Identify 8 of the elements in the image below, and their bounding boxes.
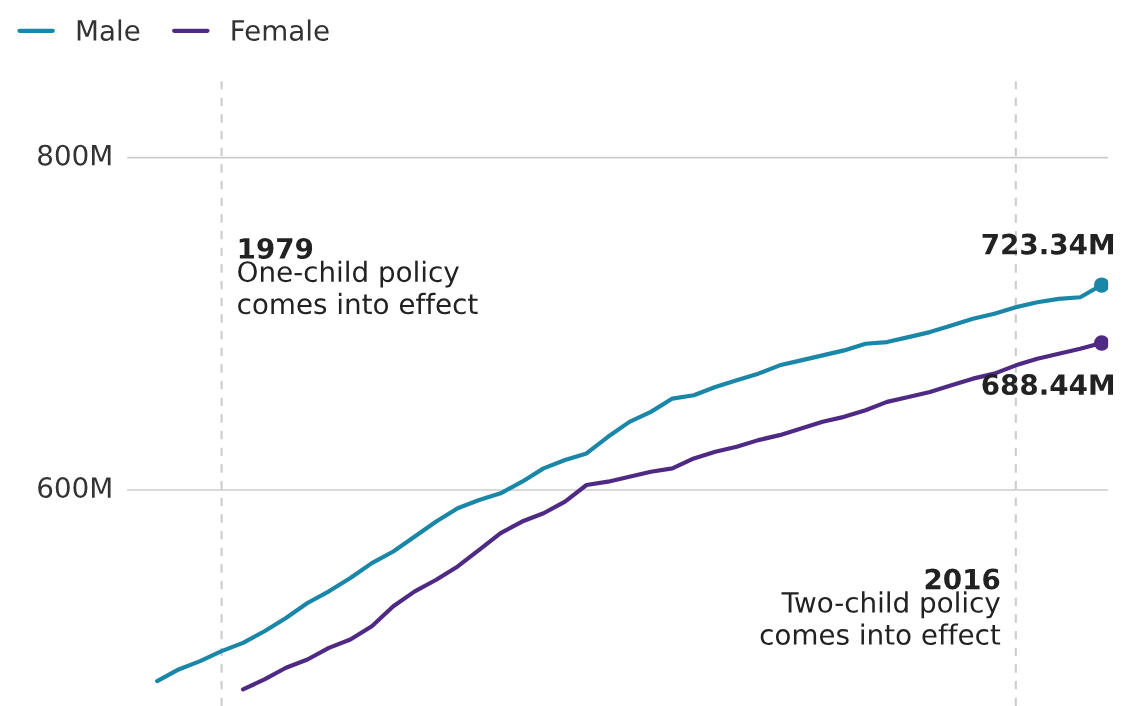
- y-tick-label: 800M: [38, 144, 111, 166]
- y-tick-label: 600M: [38, 477, 111, 499]
- legend-label: Male: [77, 19, 140, 41]
- ref-line-label: 1979 One-child policy comes into effect: [238, 237, 478, 315]
- legend-label: Female: [232, 19, 329, 41]
- ref-line-label: 2016 Two-child policy comes into effect: [760, 568, 1001, 645]
- data-label: 688.44M: [982, 374, 1114, 396]
- data-label: 723.34M: [982, 233, 1114, 255]
